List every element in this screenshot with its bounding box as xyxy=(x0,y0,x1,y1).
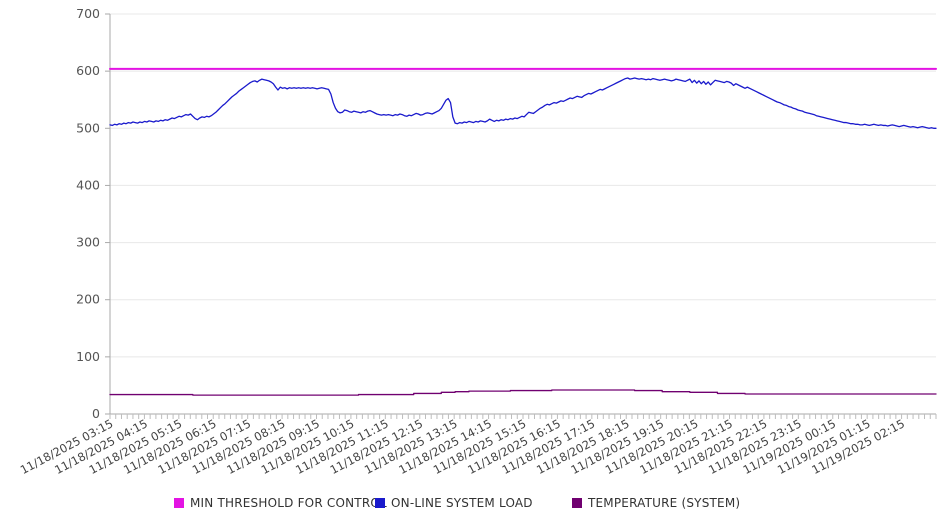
legend-label[interactable]: TEMPERATURE (SYSTEM) xyxy=(587,496,740,510)
y-axis xyxy=(105,13,111,415)
series-line-temperature-system xyxy=(109,389,937,396)
y-tick-label: 200 xyxy=(76,292,100,307)
legend-swatch xyxy=(572,498,582,508)
y-tick-label: 700 xyxy=(76,6,100,21)
y-tick-label: 100 xyxy=(76,349,100,364)
legend-swatch xyxy=(375,498,385,508)
y-tick-labels: 0 100 200 300 400 500 600 700 xyxy=(76,6,100,421)
grid-lines xyxy=(110,13,936,415)
legend-label[interactable]: ON-LINE SYSTEM LOAD xyxy=(391,496,533,510)
legend-label[interactable]: MIN THRESHOLD FOR CONTROL xyxy=(190,496,387,510)
y-tick-label: 500 xyxy=(76,120,100,135)
y-tick-label: 0 xyxy=(92,406,100,421)
y-tick-label: 600 xyxy=(76,63,100,78)
y-tick-label: 400 xyxy=(76,177,100,192)
series-lines xyxy=(109,67,937,396)
series-line-on-line-system-load xyxy=(109,77,937,129)
y-tick-label: 300 xyxy=(76,235,100,250)
chart-legend: MIN THRESHOLD FOR CONTROL ON-LINE SYSTEM … xyxy=(174,496,740,510)
legend-swatch xyxy=(174,498,184,508)
x-axis xyxy=(109,413,937,419)
